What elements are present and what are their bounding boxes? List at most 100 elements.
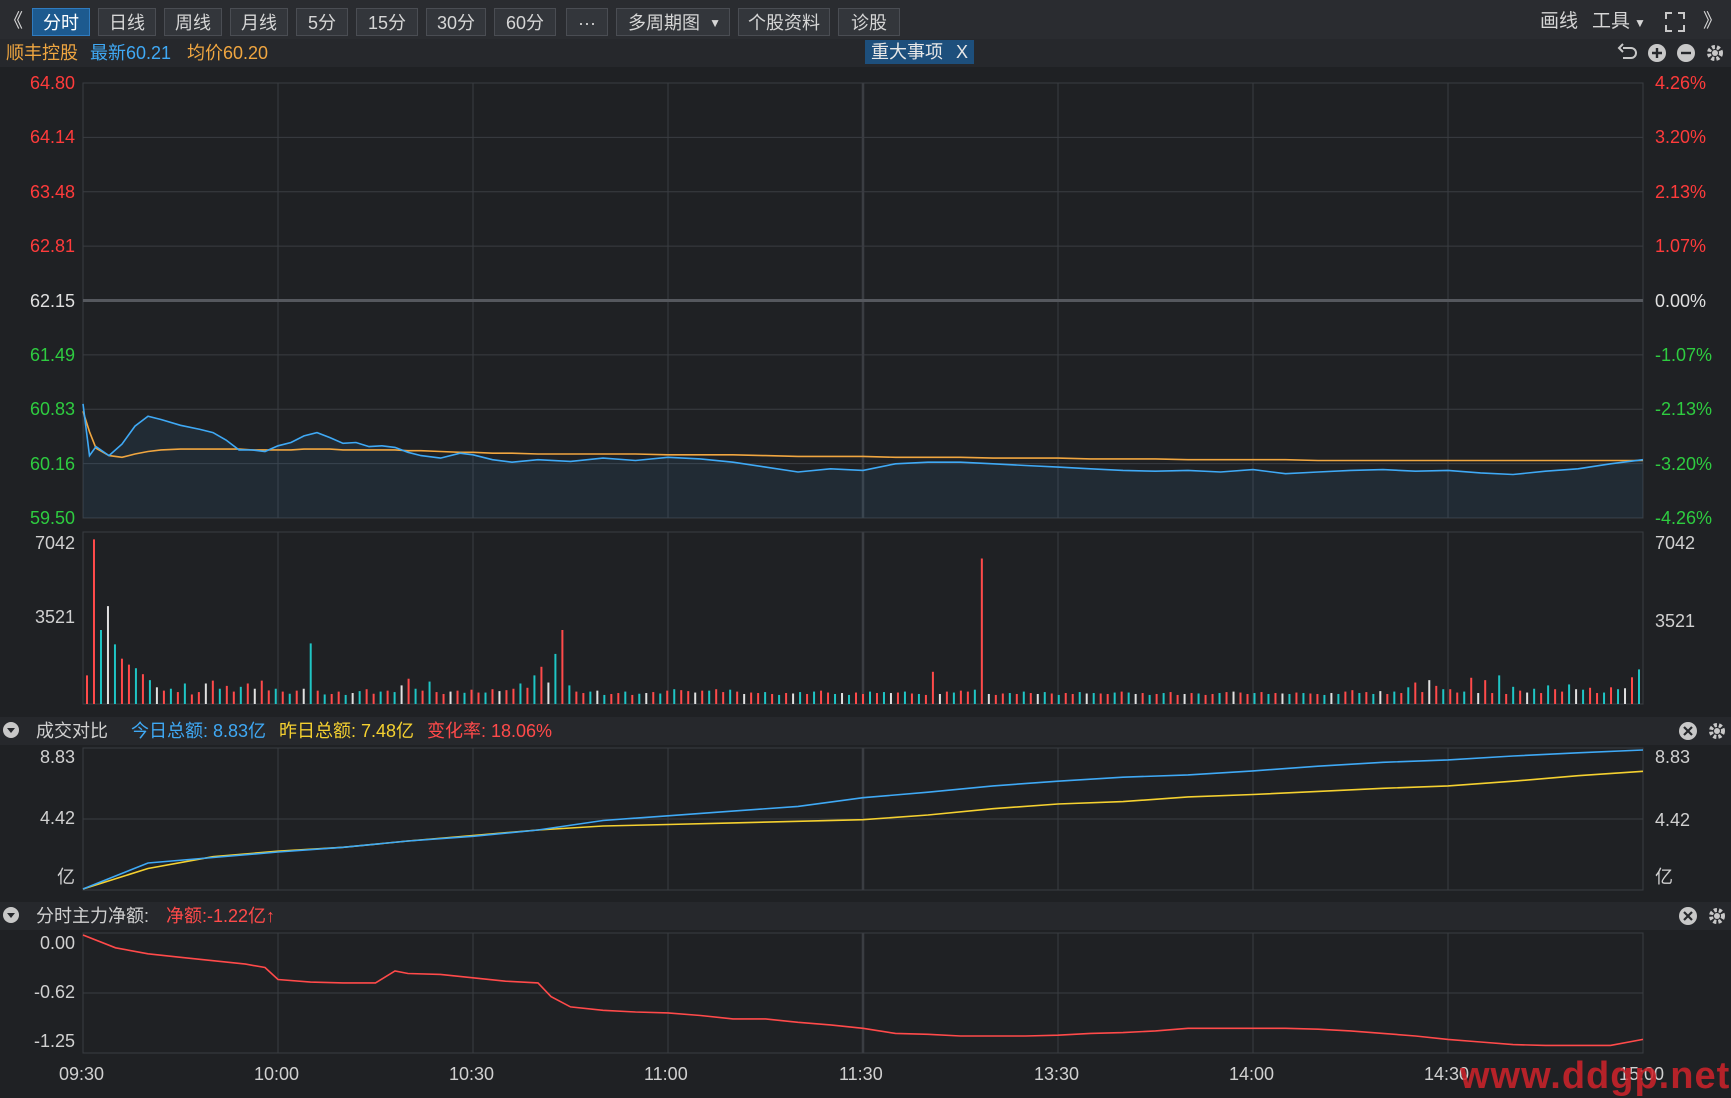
- yesterday-total: 昨日总额: 7.48亿: [279, 721, 415, 741]
- net-amount-value: 净额:-1.22亿: [166, 906, 267, 926]
- percent-tick-label: -4.26%: [1655, 508, 1713, 528]
- turnover-axis-mid: 4.42: [39, 808, 75, 828]
- close-icon[interactable]: X: [956, 42, 969, 62]
- price-line: [82, 403, 1644, 476]
- draw-line-button[interactable]: 画线: [1540, 11, 1579, 32]
- percent-tick-label: -3.20%: [1655, 454, 1713, 474]
- time-tick-label: 13:30: [1034, 1064, 1080, 1084]
- zoom-out-icon[interactable]: [1675, 42, 1697, 64]
- today-turnover-line: [82, 749, 1644, 890]
- volume-panel-frame: [82, 531, 1644, 705]
- settings-gear-icon[interactable]: [1704, 42, 1726, 64]
- time-tick-label: 10:00: [254, 1064, 300, 1084]
- today-total: 今日总额: 8.83亿: [131, 721, 267, 741]
- period-button[interactable]: 30分: [426, 8, 486, 36]
- zoom-in-icon[interactable]: [1646, 42, 1668, 64]
- undo-icon[interactable]: [1617, 42, 1639, 64]
- turnover-panel-title: 成交对比: [36, 721, 108, 741]
- percent-tick-label: -1.07%: [1655, 345, 1713, 365]
- netflow-panel-header: 分时主力净额: 净额:-1.22亿↑: [0, 902, 1731, 930]
- turnover-axis-max: 8.83: [39, 747, 75, 767]
- volume-axis-max-right: 7042: [1655, 533, 1696, 553]
- collapse-left-icon[interactable]: 《: [4, 11, 24, 32]
- yesterday-turnover-line: [82, 770, 1644, 890]
- close-panel-icon[interactable]: [1678, 721, 1698, 741]
- stock-info-button[interactable]: 个股资料: [738, 8, 830, 36]
- price-tick-label: 60.83: [29, 399, 75, 419]
- price-tick-label: 61.49: [29, 345, 75, 365]
- price-tick-label: 63.48: [29, 182, 75, 202]
- price-tick-label: 60.16: [29, 454, 75, 474]
- percent-tick-label: 1.07%: [1655, 236, 1707, 256]
- toolbar: 《 分时 日线 周线 月线 5分 15分 30分 60分 ··· 多周期图 ▼ 个股资料 诊股…: [0, 0, 1731, 45]
- chevron-down-icon: ▼: [1634, 16, 1646, 30]
- price-tick-label: 59.50: [29, 508, 75, 528]
- up-arrow-icon: ↑: [266, 906, 276, 926]
- percent-tick-label: 4.26%: [1655, 73, 1707, 93]
- net-amount: 净额:-1.22亿↑: [166, 902, 275, 930]
- period-button[interactable]: 日线: [98, 8, 156, 36]
- time-tick-label: 11:00: [644, 1064, 688, 1084]
- time-tick-label: 15:00: [1619, 1064, 1665, 1084]
- volume-axis-mid: 3521: [34, 607, 75, 627]
- volume-axis-mid-right: 3521: [1655, 611, 1696, 631]
- settings-gear-icon[interactable]: [1706, 720, 1728, 742]
- average-price-line: [82, 411, 1643, 462]
- multi-period-label: 多周期图: [628, 13, 700, 33]
- period-button[interactable]: 5分: [296, 8, 348, 36]
- price-panel-frame: [82, 82, 1644, 519]
- fullscreen-icon[interactable]: [1664, 11, 1686, 33]
- change-rate: 变化率: 18.06%: [427, 721, 553, 741]
- major-event-badge[interactable]: 重大事项 X: [865, 40, 975, 64]
- stock-name: 顺丰控股: [6, 43, 78, 63]
- close-panel-icon[interactable]: [1678, 906, 1698, 926]
- percent-tick-label: 3.20%: [1655, 127, 1707, 147]
- more-periods-button[interactable]: ···: [566, 8, 608, 36]
- time-tick-label: 11:30: [839, 1064, 883, 1084]
- net-flow-line: [82, 934, 1644, 1047]
- time-tick-label: 09:30: [59, 1064, 105, 1084]
- price-tick-label: 62.15: [29, 291, 75, 311]
- time-tick-label: 10:30: [449, 1064, 495, 1084]
- turnover-axis-max-right: 8.83: [1655, 747, 1691, 767]
- settings-gear-icon[interactable]: [1706, 905, 1728, 927]
- netflow-panel-title: 分时主力净额:: [36, 906, 150, 926]
- collapse-panel-icon[interactable]: [2, 906, 20, 924]
- collapse-right-icon[interactable]: 》: [1703, 11, 1723, 32]
- chevron-down-icon: ▼: [709, 16, 721, 30]
- price-tick-label: 64.14: [29, 127, 75, 147]
- tools-label: 工具: [1592, 11, 1631, 32]
- major-event-label: 重大事项: [871, 42, 943, 62]
- time-tick-label: 14:30: [1424, 1064, 1470, 1084]
- period-button[interactable]: 周线: [164, 8, 222, 36]
- turnover-axis-unit: 亿: [57, 867, 75, 887]
- netflow-axis-mid: -0.62: [33, 982, 75, 1002]
- netflow-panel-frame: [82, 932, 1644, 1054]
- turnover-axis-mid-right: 4.42: [1655, 810, 1691, 830]
- netflow-axis-min: -1.25: [33, 1031, 75, 1051]
- percent-tick-label: 2.13%: [1655, 182, 1707, 202]
- turnover-panel-header: 成交对比 今日总额: 8.83亿 昨日总额: 7.48亿 变化率: 18.06%: [0, 717, 1731, 745]
- diagnose-button[interactable]: 诊股: [838, 8, 900, 36]
- percent-tick-label: 0.00%: [1655, 291, 1707, 311]
- percent-tick-label: -2.13%: [1655, 399, 1713, 419]
- period-button[interactable]: 分时: [32, 8, 90, 36]
- period-button[interactable]: 60分: [494, 8, 556, 36]
- turnover-axis-unit-right: 亿: [1655, 867, 1673, 887]
- price-tick-label: 64.80: [29, 73, 75, 93]
- tools-dropdown[interactable]: 工具 ▼: [1592, 8, 1646, 36]
- watermark: www.ddgp.net: [1460, 1055, 1731, 1097]
- turnover-panel-frame: [82, 747, 1644, 891]
- time-tick-label: 14:00: [1229, 1064, 1275, 1084]
- multi-period-dropdown[interactable]: 多周期图 ▼: [616, 8, 730, 36]
- latest-price: 最新60.21: [90, 43, 172, 63]
- period-button[interactable]: 15分: [356, 8, 418, 36]
- price-tick-label: 62.81: [29, 236, 75, 256]
- volume-axis-max: 7042: [34, 533, 75, 553]
- average-price: 均价60.20: [187, 43, 269, 63]
- price-area: [83, 403, 1643, 518]
- collapse-panel-icon[interactable]: [2, 721, 20, 739]
- period-button[interactable]: 月线: [230, 8, 288, 36]
- netflow-axis-zero: 0.00: [39, 933, 75, 953]
